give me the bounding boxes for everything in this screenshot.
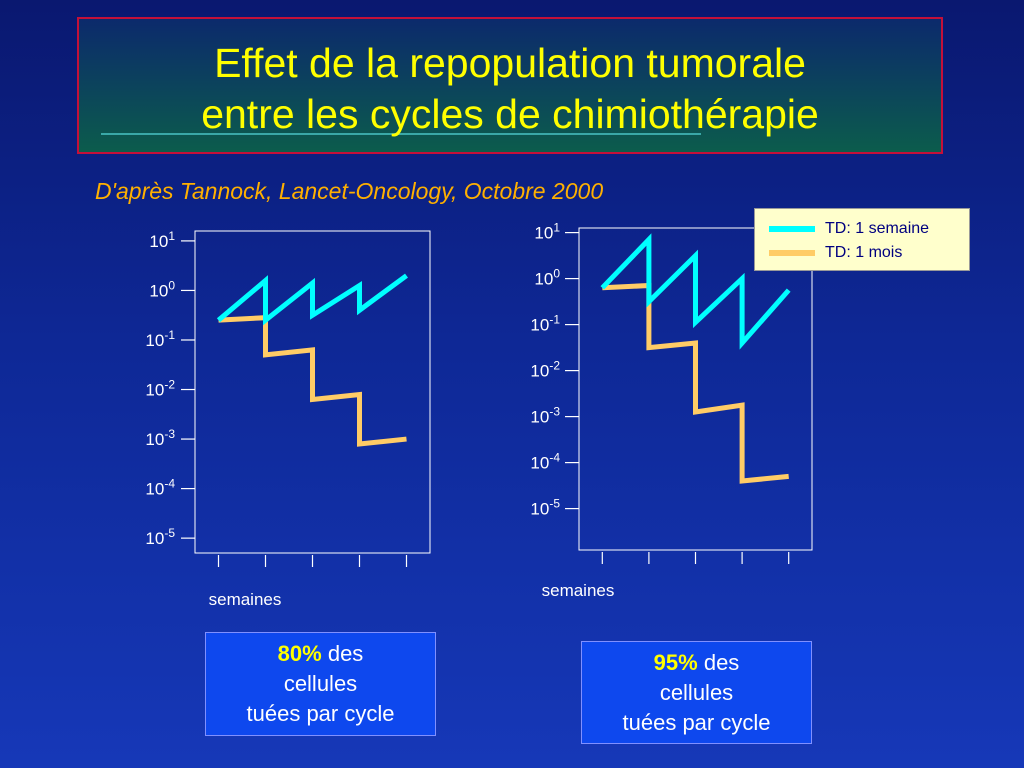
legend-label-month: TD: 1 mois [825, 244, 903, 261]
plot-frame [194, 230, 431, 554]
legend-item-month: TD: 1 mois [769, 243, 902, 263]
kill-rate-pct: 95% [653, 650, 698, 675]
y-tick-label: 10-5 [530, 497, 560, 519]
y-tick-label: 10-5 [145, 526, 175, 548]
kill-rate-line-1: 80% des [206, 639, 435, 669]
kill-rate-box-95: 95% des cellules tuées par cycle [581, 641, 812, 744]
y-tick-label: 100 [534, 267, 560, 289]
kill-rate-pct: 80% [277, 641, 322, 666]
y-tick-label: 10-2 [145, 378, 175, 400]
y-tick-label: 10-2 [530, 359, 560, 381]
kill-rate-line-3: tuées par cycle [246, 701, 395, 726]
y-tick-label: 10-4 [145, 477, 175, 499]
kill-rate-line-3: tuées par cycle [622, 710, 771, 735]
plot-frame [578, 227, 813, 551]
kill-rate-des: des [697, 650, 740, 675]
kill-rate-line-1: 95% des [582, 648, 811, 678]
title-line-1: Effet de la repopulation tumorale [214, 40, 806, 86]
legend-swatch-week [769, 226, 815, 232]
series-line-week [600, 233, 791, 350]
x-axis-label: semaines [542, 581, 615, 600]
y-tick-label: 101 [149, 229, 175, 251]
kill-rate-des: des [321, 641, 364, 666]
y-tick-label: 10-1 [145, 328, 175, 350]
citation: D'après Tannock, Lancet-Oncology, Octobr… [95, 178, 604, 204]
x-axis-label: semaines [209, 590, 282, 609]
title-line-2: entre les cycles de chimiothérapie [201, 91, 819, 137]
legend: TD: 1 semaine TD: 1 mois [754, 208, 970, 271]
legend-swatch-month [769, 250, 815, 256]
y-tick-label: 10-1 [530, 313, 560, 335]
legend-item-week: TD: 1 semaine [769, 219, 929, 239]
kill-rate-line-2: cellules [659, 680, 734, 705]
title-box: Effet de la repopulation tumorale entre … [77, 17, 943, 154]
y-tick-label: 100 [149, 278, 175, 300]
y-tick-label: 10-3 [145, 427, 175, 449]
y-tick-label: 101 [534, 221, 560, 243]
kill-rate-line-2: cellules [283, 671, 358, 696]
series-line-week [216, 273, 408, 326]
y-tick-label: 10-4 [530, 451, 560, 473]
kill-rate-box-80: 80% des cellules tuées par cycle [205, 632, 436, 736]
legend-label-week: TD: 1 semaine [825, 220, 930, 237]
series-line-month [218, 315, 407, 447]
y-tick-label: 10-3 [530, 405, 560, 427]
title-underline [101, 133, 701, 135]
